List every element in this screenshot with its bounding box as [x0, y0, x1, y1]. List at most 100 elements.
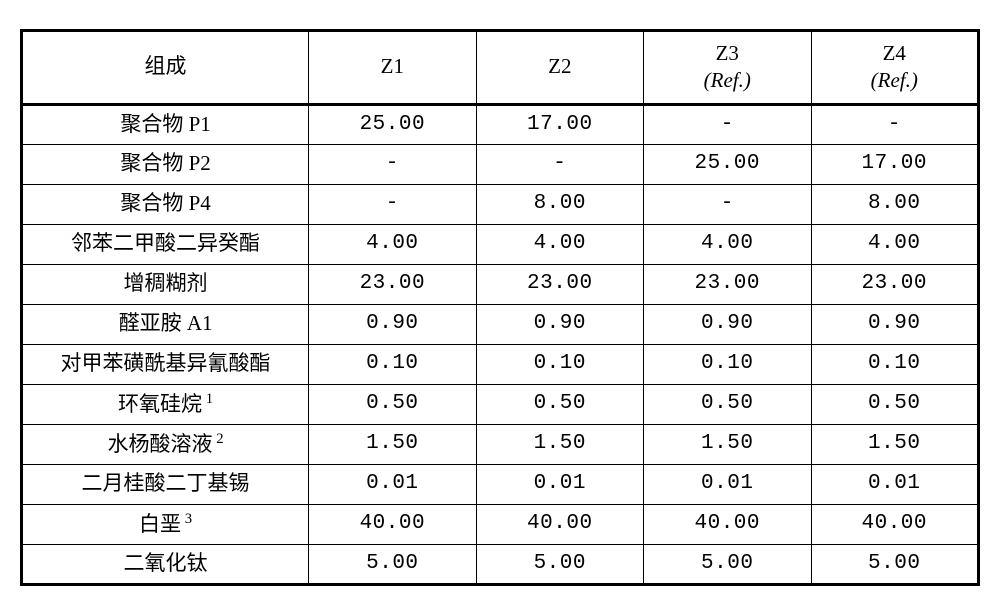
cell-z3: 1.50 [644, 424, 811, 464]
cell-z3: - [644, 184, 811, 224]
composition-table-wrap: 组成 Z1 Z2 Z3 (Ref.) Z4 (Ref.) 聚合物 P125.00… [20, 29, 980, 586]
cell-z4: 0.90 [811, 304, 979, 344]
row-label: 水杨酸溶液 2 [22, 424, 309, 464]
cell-z3: - [644, 104, 811, 144]
cell-z1: 0.01 [309, 464, 476, 504]
cell-z4: 23.00 [811, 264, 979, 304]
cell-z2: 5.00 [476, 544, 643, 584]
cell-z4: 4.00 [811, 224, 979, 264]
cell-z2: 23.00 [476, 264, 643, 304]
cell-z1: 40.00 [309, 504, 476, 544]
cell-z3: 4.00 [644, 224, 811, 264]
cell-z1: 4.00 [309, 224, 476, 264]
header-label: Z1 [381, 54, 404, 78]
table-row: 水杨酸溶液 21.501.501.501.50 [22, 424, 979, 464]
cell-z2: 17.00 [476, 104, 643, 144]
table-row: 聚合物 P4-8.00-8.00 [22, 184, 979, 224]
row-label: 增稠糊剂 [22, 264, 309, 304]
cell-z1: 5.00 [309, 544, 476, 584]
cell-z1: 0.90 [309, 304, 476, 344]
cell-z3: 40.00 [644, 504, 811, 544]
header-sublabel: (Ref.) [871, 68, 918, 92]
table-header: 组成 Z1 Z2 Z3 (Ref.) Z4 (Ref.) [22, 30, 979, 104]
row-label-text: 邻苯二甲酸二异癸酯 [71, 231, 260, 255]
table-row: 邻苯二甲酸二异癸酯4.004.004.004.00 [22, 224, 979, 264]
table-row: 聚合物 P125.0017.00-- [22, 104, 979, 144]
cell-z4: 8.00 [811, 184, 979, 224]
row-label: 聚合物 P4 [22, 184, 309, 224]
cell-z1: 0.50 [309, 384, 476, 424]
row-label-text: 二氧化钛 [124, 551, 208, 575]
row-label-text: 水杨酸溶液 [108, 432, 213, 456]
cell-z2: 8.00 [476, 184, 643, 224]
row-label-sup: 2 [213, 431, 224, 447]
row-label: 聚合物 P1 [22, 104, 309, 144]
cell-z3: 0.90 [644, 304, 811, 344]
cell-z3: 0.50 [644, 384, 811, 424]
row-label-sup: 1 [202, 391, 213, 407]
cell-z4: 0.10 [811, 344, 979, 384]
cell-z1: - [309, 144, 476, 184]
table-row: 醛亚胺 A10.900.900.900.90 [22, 304, 979, 344]
cell-z3: 5.00 [644, 544, 811, 584]
cell-z4: 0.01 [811, 464, 979, 504]
row-label-text: 环氧硅烷 [118, 392, 202, 416]
row-label-text: 对甲苯磺酰基异氰酸酯 [61, 351, 271, 375]
header-label: Z2 [548, 54, 571, 78]
cell-z1: 25.00 [309, 104, 476, 144]
table-row: 环氧硅烷 10.500.500.500.50 [22, 384, 979, 424]
cell-z1: 23.00 [309, 264, 476, 304]
row-label-text: 聚合物 P1 [120, 112, 210, 136]
row-label-text: 增稠糊剂 [124, 271, 208, 295]
table-row: 白垩 340.0040.0040.0040.00 [22, 504, 979, 544]
header-composition: 组成 [22, 30, 309, 104]
header-z1: Z1 [309, 30, 476, 104]
cell-z4: 40.00 [811, 504, 979, 544]
header-label: Z4 [883, 41, 906, 65]
row-label: 白垩 3 [22, 504, 309, 544]
table-row: 增稠糊剂23.0023.0023.0023.00 [22, 264, 979, 304]
cell-z1: 0.10 [309, 344, 476, 384]
row-label: 二月桂酸二丁基锡 [22, 464, 309, 504]
header-z3: Z3 (Ref.) [644, 30, 811, 104]
cell-z4: 17.00 [811, 144, 979, 184]
cell-z1: - [309, 184, 476, 224]
cell-z4: 5.00 [811, 544, 979, 584]
cell-z3: 0.01 [644, 464, 811, 504]
header-label: 组成 [145, 54, 187, 78]
cell-z3: 0.10 [644, 344, 811, 384]
header-label: Z3 [716, 41, 739, 65]
row-label: 对甲苯磺酰基异氰酸酯 [22, 344, 309, 384]
cell-z2: 40.00 [476, 504, 643, 544]
table-row: 二氧化钛5.005.005.005.00 [22, 544, 979, 584]
cell-z4: 1.50 [811, 424, 979, 464]
row-label-text: 聚合物 P2 [120, 151, 210, 175]
header-sublabel: (Ref.) [704, 68, 751, 92]
row-label-text: 聚合物 P4 [120, 191, 210, 215]
row-label: 醛亚胺 A1 [22, 304, 309, 344]
row-label: 环氧硅烷 1 [22, 384, 309, 424]
cell-z3: 25.00 [644, 144, 811, 184]
header-row: 组成 Z1 Z2 Z3 (Ref.) Z4 (Ref.) [22, 30, 979, 104]
row-label: 邻苯二甲酸二异癸酯 [22, 224, 309, 264]
cell-z2: 1.50 [476, 424, 643, 464]
cell-z3: 23.00 [644, 264, 811, 304]
table-row: 对甲苯磺酰基异氰酸酯0.100.100.100.10 [22, 344, 979, 384]
row-label: 二氧化钛 [22, 544, 309, 584]
cell-z2: 0.50 [476, 384, 643, 424]
table-row: 二月桂酸二丁基锡0.010.010.010.01 [22, 464, 979, 504]
composition-table: 组成 Z1 Z2 Z3 (Ref.) Z4 (Ref.) 聚合物 P125.00… [20, 29, 980, 586]
header-z2: Z2 [476, 30, 643, 104]
row-label-text: 白垩 [139, 512, 181, 536]
cell-z4: 0.50 [811, 384, 979, 424]
row-label-text: 二月桂酸二丁基锡 [82, 471, 250, 495]
cell-z2: - [476, 144, 643, 184]
table-body: 聚合物 P125.0017.00--聚合物 P2--25.0017.00聚合物 … [22, 104, 979, 584]
cell-z2: 0.01 [476, 464, 643, 504]
table-row: 聚合物 P2--25.0017.00 [22, 144, 979, 184]
row-label-text: 醛亚胺 A1 [119, 311, 213, 335]
row-label: 聚合物 P2 [22, 144, 309, 184]
cell-z4: - [811, 104, 979, 144]
cell-z2: 0.10 [476, 344, 643, 384]
row-label-sup: 3 [181, 511, 192, 527]
